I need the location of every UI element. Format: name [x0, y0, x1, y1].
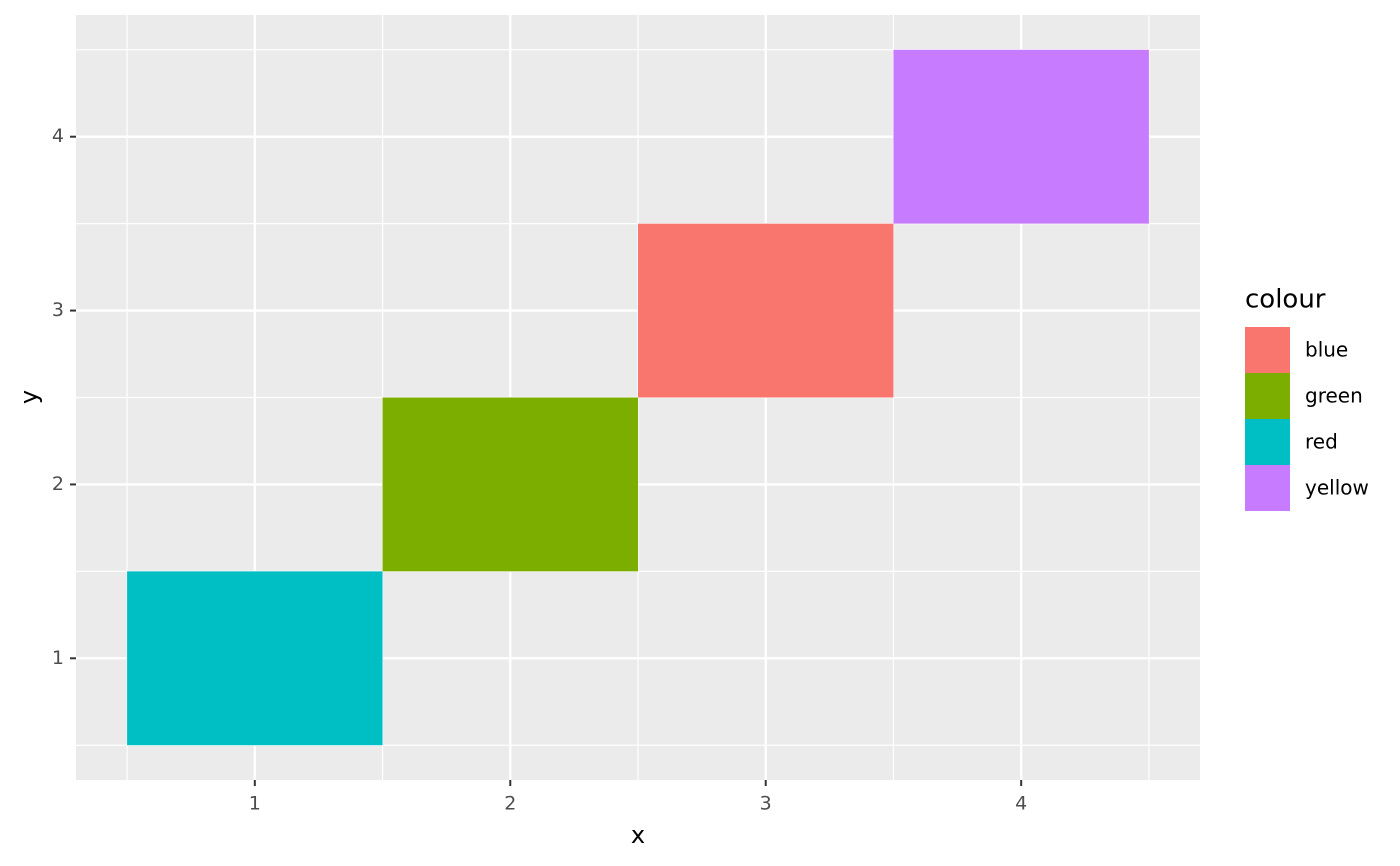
- legend-key: [1245, 373, 1290, 419]
- legend-label: yellow: [1305, 476, 1369, 500]
- legend-key: [1245, 327, 1290, 373]
- y-axis-title: y: [15, 390, 43, 404]
- x-tick-label: 2: [504, 793, 516, 815]
- y-tick-label: 2: [52, 473, 64, 495]
- y-tick-label: 1: [52, 647, 64, 669]
- x-axis-title: x: [631, 821, 645, 849]
- legend-key: [1245, 465, 1290, 511]
- y-tick-label: 3: [52, 299, 64, 321]
- tile: [638, 223, 894, 398]
- legend-label: blue: [1305, 338, 1348, 362]
- legend-label: red: [1305, 430, 1338, 454]
- legend-title: colour: [1245, 285, 1326, 315]
- legend: blue green red yellow: [1245, 327, 1369, 511]
- tile: [127, 571, 383, 746]
- x-tick-label: 4: [1015, 793, 1027, 815]
- x-tick-label: 3: [760, 793, 772, 815]
- x-tick-label: 1: [249, 793, 261, 815]
- legend-label: green: [1305, 384, 1363, 408]
- tile: [893, 49, 1149, 224]
- tile: [382, 397, 638, 572]
- y-tick-label: 4: [52, 125, 64, 147]
- tiles: [127, 49, 1149, 746]
- axes: 1 2 3 4 1 2 3 4: [52, 125, 1027, 814]
- legend-key: [1245, 419, 1290, 465]
